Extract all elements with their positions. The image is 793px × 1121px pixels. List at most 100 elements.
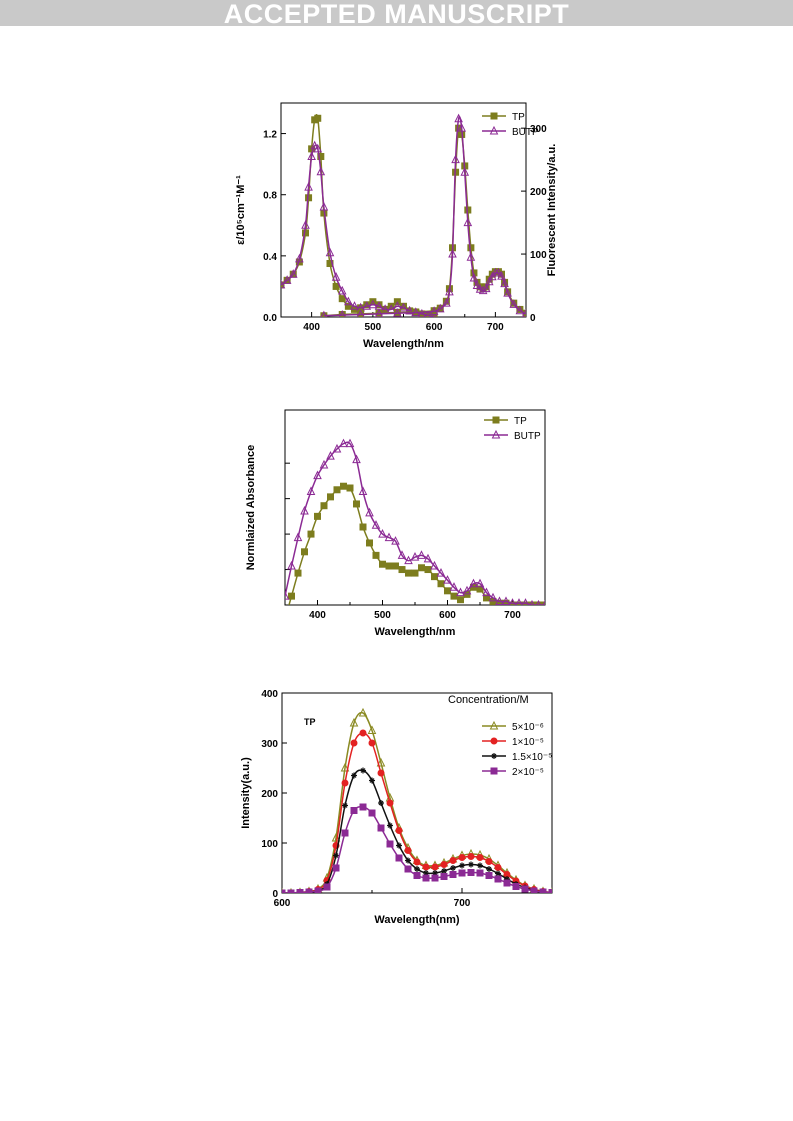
data-point xyxy=(448,248,457,258)
data-point xyxy=(430,560,439,570)
data-point xyxy=(500,278,509,288)
data-point xyxy=(411,307,421,317)
data-point xyxy=(495,596,504,605)
data-point xyxy=(393,308,402,317)
y-tick-label: 300 xyxy=(261,739,278,750)
x-tick-label: 700 xyxy=(454,898,471,909)
data-point xyxy=(285,591,290,600)
data-point xyxy=(287,889,295,893)
data-point xyxy=(342,802,348,809)
data-point xyxy=(351,772,357,779)
data-point xyxy=(422,874,430,882)
legend-marker xyxy=(489,720,499,730)
data-point xyxy=(436,567,446,577)
y-tick-label: 0.0 xyxy=(263,313,277,324)
data-point xyxy=(424,566,432,574)
data-point xyxy=(441,868,447,874)
data-point xyxy=(314,114,322,122)
chart-annotation: TP xyxy=(304,717,316,727)
data-point xyxy=(486,866,492,872)
y-tick-label: 0.4 xyxy=(263,252,277,263)
data-point xyxy=(423,553,433,563)
data-point xyxy=(305,888,313,893)
data-point xyxy=(477,862,483,869)
data-point xyxy=(377,769,385,777)
data-point xyxy=(449,582,459,591)
data-point xyxy=(368,739,376,747)
data-point xyxy=(457,596,464,604)
series-line-2 xyxy=(285,441,545,605)
y-right-axis-title: Fluorescent Intensity/a.u. xyxy=(546,144,558,277)
data-point xyxy=(423,870,429,876)
data-point xyxy=(484,276,494,286)
legend-marker xyxy=(491,753,497,759)
data-point xyxy=(431,573,438,581)
y-axis-title: ε/10⁵cm⁻¹M⁻¹ xyxy=(235,175,247,245)
data-point xyxy=(326,450,335,460)
data-point xyxy=(521,308,526,317)
data-point xyxy=(542,599,545,605)
chart-2: 400 500 600 700 Wavelength/nm Normlaized Abso… xyxy=(245,409,546,638)
data-point xyxy=(296,889,304,893)
banner-text: ACCEPTED MANUSCRIPT xyxy=(223,0,570,29)
data-point xyxy=(300,505,309,515)
data-point xyxy=(497,270,506,280)
x-tick-label: 600 xyxy=(426,322,443,333)
data-point xyxy=(341,779,349,787)
data-point xyxy=(340,482,347,490)
x-tick-label: 400 xyxy=(309,610,326,621)
data-point xyxy=(395,854,403,862)
legend-marker xyxy=(489,125,499,135)
data-point xyxy=(463,217,473,227)
data-point xyxy=(371,520,381,529)
data-point xyxy=(323,883,331,891)
data-point xyxy=(377,824,385,832)
data-point xyxy=(503,287,512,297)
y-right-tick-label: 100 xyxy=(530,250,547,261)
data-point xyxy=(319,201,329,211)
data-point xyxy=(481,283,491,293)
data-point xyxy=(457,123,466,132)
data-point xyxy=(539,888,547,893)
data-point xyxy=(340,762,350,772)
y-tick-label: 0 xyxy=(272,889,278,900)
data-point xyxy=(307,530,315,538)
data-point xyxy=(509,598,516,605)
legend-label: 2×10⁻⁵ xyxy=(512,767,544,778)
data-point xyxy=(459,862,465,869)
data-point xyxy=(333,852,339,859)
data-point xyxy=(456,587,465,597)
y-tick-label: 1.2 xyxy=(263,130,277,141)
data-point xyxy=(288,269,298,278)
plot-area xyxy=(282,707,552,893)
data-point xyxy=(368,809,376,817)
data-point xyxy=(287,560,296,570)
data-point xyxy=(360,767,366,774)
data-point xyxy=(483,594,490,602)
data-point xyxy=(378,528,387,538)
data-point xyxy=(467,244,475,252)
data-point xyxy=(378,800,384,806)
data-point xyxy=(440,861,448,868)
data-point xyxy=(294,569,302,577)
data-point xyxy=(317,153,325,160)
x-tick-label: 600 xyxy=(439,610,456,621)
data-point xyxy=(376,757,386,767)
data-point xyxy=(462,585,472,595)
data-point xyxy=(374,308,384,317)
data-point xyxy=(458,854,466,861)
data-point xyxy=(313,470,322,480)
data-point xyxy=(350,739,358,747)
data-point xyxy=(449,871,457,878)
data-point xyxy=(295,253,304,263)
data-point xyxy=(454,113,463,123)
data-point xyxy=(356,309,365,317)
data-point xyxy=(397,550,407,559)
data-point xyxy=(398,566,406,574)
data-point xyxy=(414,866,420,872)
legend-title: Concentration/M xyxy=(448,694,529,706)
x-axis-title: Wavelength(nm) xyxy=(374,914,459,926)
data-point xyxy=(431,311,437,317)
y-right-tick-label: 200 xyxy=(530,187,547,198)
data-point xyxy=(451,154,460,164)
